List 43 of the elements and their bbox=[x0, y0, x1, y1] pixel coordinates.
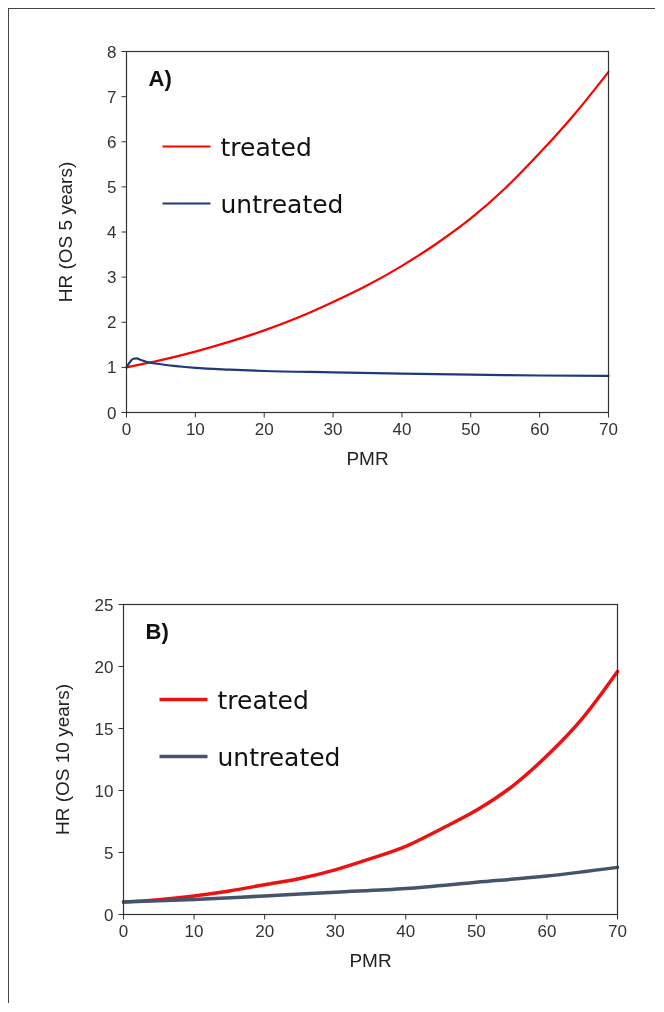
x-tick-label: 70 bbox=[608, 921, 627, 941]
x-axis-title: PMR bbox=[349, 949, 392, 971]
y-tick-label: 1 bbox=[107, 358, 117, 378]
y-tick-label: 5 bbox=[107, 177, 117, 197]
y-tick-label: 0 bbox=[104, 905, 114, 925]
y-tick-label: 6 bbox=[107, 132, 117, 152]
x-tick-label: 10 bbox=[184, 921, 204, 941]
y-axis-title: HR (OS 5 years) bbox=[54, 161, 76, 303]
x-tick-label: 0 bbox=[121, 419, 132, 439]
legend-label: treated bbox=[220, 132, 312, 162]
y-tick-label: 10 bbox=[94, 781, 114, 801]
y-tick-label: 7 bbox=[107, 87, 117, 107]
x-tick-label: 20 bbox=[254, 419, 274, 439]
x-tick-label: 20 bbox=[255, 921, 275, 941]
legend-label: untreated bbox=[220, 189, 344, 219]
legend-label: untreated bbox=[217, 742, 341, 772]
text: A) bbox=[148, 65, 172, 91]
x-tick-label: 60 bbox=[537, 921, 557, 941]
x-tick-label: 50 bbox=[461, 419, 481, 439]
y-axis-title: HR (OS 10 years) bbox=[51, 684, 73, 835]
y-tick-label: 8 bbox=[107, 42, 117, 62]
x-axis-title: PMR bbox=[346, 447, 389, 469]
line-series bbox=[121, 865, 620, 904]
y-tick-label: 15 bbox=[94, 719, 114, 739]
x-tick-label: 30 bbox=[325, 921, 345, 941]
x-tick-label: 70 bbox=[599, 419, 618, 439]
y-tick-label: 5 bbox=[104, 843, 114, 863]
y-tick-label: 25 bbox=[94, 595, 114, 615]
y-tick-label: 2 bbox=[107, 313, 117, 333]
x-tick-label: 40 bbox=[392, 419, 412, 439]
y-tick-label: 4 bbox=[107, 223, 117, 242]
x-tick-label: 50 bbox=[466, 921, 486, 941]
x-tick-label: 60 bbox=[530, 419, 550, 439]
x-tick-label: 10 bbox=[185, 419, 205, 439]
line-series bbox=[125, 357, 610, 378]
y-tick-label: 20 bbox=[94, 657, 114, 677]
x-tick-label: 40 bbox=[396, 921, 416, 941]
legend-label: treated bbox=[217, 685, 309, 715]
line-series bbox=[125, 70, 610, 369]
y-tick-label: 3 bbox=[107, 268, 117, 288]
x-tick-label: 30 bbox=[323, 419, 343, 439]
y-tick-label: 0 bbox=[107, 403, 117, 423]
text: B) bbox=[145, 618, 169, 644]
